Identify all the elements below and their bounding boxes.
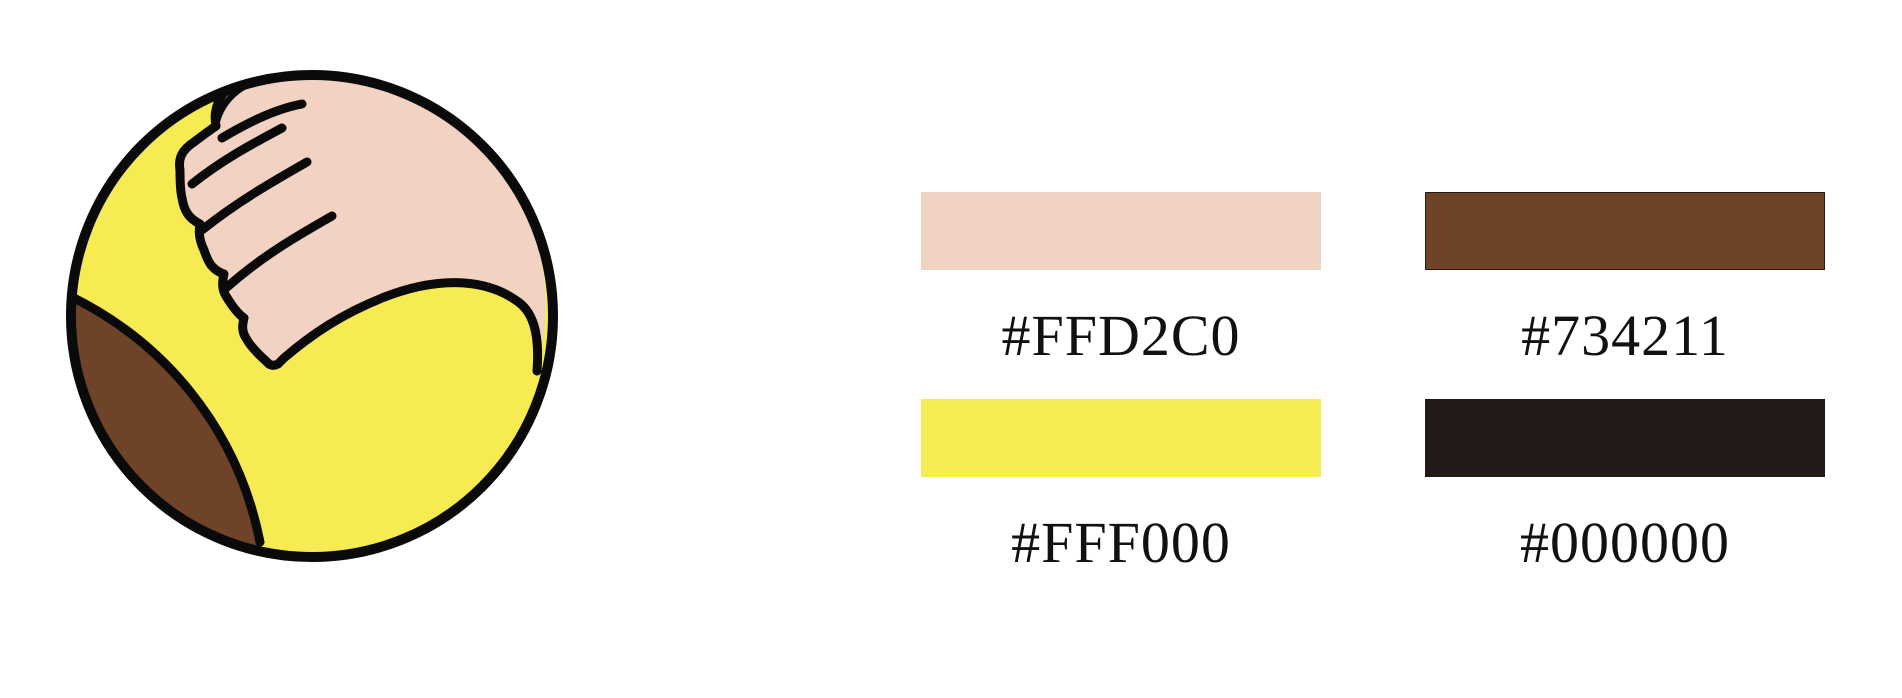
color-swatch-label-1: #FFD2C0 [1001,303,1241,368]
color-swatch-4 [1425,399,1825,477]
hand-shape [179,75,546,371]
hand-over-ball-icon [66,70,558,562]
color-swatch-3 [921,399,1321,477]
color-swatch-2 [1425,192,1825,270]
logo-outline [66,70,558,562]
color-swatch-label-3: #FFF000 [1011,510,1231,575]
color-swatch-label-2: #734211 [1521,303,1729,368]
color-swatch-1 [921,192,1321,270]
color-swatch-label-4: #000000 [1520,510,1730,575]
